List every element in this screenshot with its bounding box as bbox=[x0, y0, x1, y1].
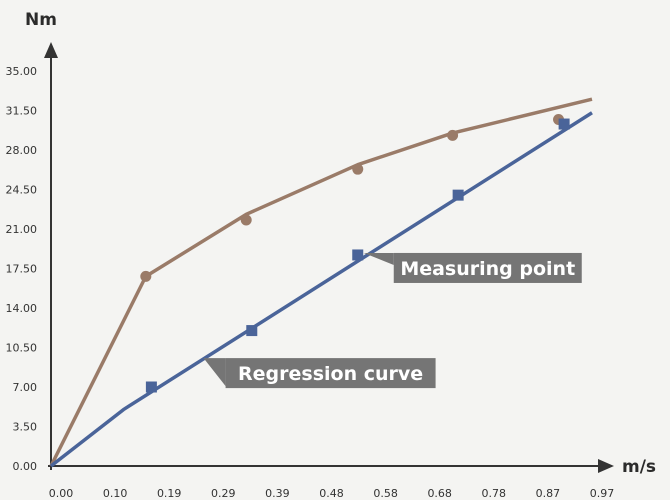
callout-box bbox=[393, 252, 582, 283]
regression-curve-label: Regression curve bbox=[238, 363, 423, 385]
x-tick-label: 0.78 bbox=[482, 487, 507, 500]
data-point bbox=[447, 129, 459, 141]
x-tick-label: 0.10 bbox=[103, 487, 128, 500]
data-point bbox=[558, 118, 570, 130]
y-tick-label: 21.00 bbox=[6, 223, 38, 236]
callout-box bbox=[225, 358, 436, 389]
x-tick-label: 0.68 bbox=[427, 487, 452, 500]
y-tick-label: 17.50 bbox=[6, 263, 38, 276]
callout-layer: Measuring point Regression curve bbox=[203, 252, 582, 389]
measuring-point-callout: Measuring point bbox=[363, 252, 582, 283]
data-point bbox=[140, 270, 152, 282]
x-tick-label: 0.58 bbox=[373, 487, 398, 500]
y-axis-label: Nm bbox=[25, 10, 57, 30]
x-tick-label: 0.00 bbox=[49, 487, 74, 500]
series-line bbox=[49, 97, 593, 467]
y-tick-label: 24.50 bbox=[6, 184, 38, 197]
data-point bbox=[352, 163, 364, 175]
y-tick-label: 31.50 bbox=[6, 105, 38, 118]
y-tick-label: 7.00 bbox=[13, 381, 38, 394]
callout-pointer bbox=[203, 358, 226, 387]
y-tick-label: 10.50 bbox=[6, 342, 38, 355]
data-point bbox=[352, 249, 364, 261]
callout-pointer bbox=[363, 252, 394, 265]
x-tick-label: 0.39 bbox=[265, 487, 290, 500]
data-point bbox=[240, 214, 252, 226]
y-tick-labels: 0.00 3.50 7.00 10.50 14.00 17.50 21.00 24.50 28.… bbox=[6, 65, 38, 473]
measuring-point-label: Measuring point bbox=[400, 258, 575, 280]
data-point bbox=[452, 189, 464, 201]
series-line bbox=[49, 111, 593, 468]
x-tick-label: 0.48 bbox=[319, 487, 344, 500]
data-point bbox=[145, 381, 157, 393]
y-tick-label: 14.00 bbox=[6, 302, 38, 315]
y-axis-arrow-icon bbox=[44, 42, 58, 58]
y-axis: Nm bbox=[25, 10, 58, 470]
x-axis-label: m/s bbox=[622, 457, 656, 477]
x-tick-label: 0.87 bbox=[536, 487, 561, 500]
x-axis: m/s bbox=[48, 457, 656, 477]
y-tick-label: 0.00 bbox=[13, 460, 38, 473]
y-tick-label: 35.00 bbox=[6, 65, 38, 78]
x-tick-label: 0.97 bbox=[590, 487, 615, 500]
x-tick-label: 0.19 bbox=[157, 487, 182, 500]
x-tick-label: 0.29 bbox=[211, 487, 236, 500]
y-tick-label: 3.50 bbox=[13, 421, 38, 434]
data-point bbox=[246, 325, 258, 337]
regression-curve-callout: Regression curve bbox=[203, 358, 436, 389]
series-1 bbox=[49, 111, 593, 468]
x-axis-arrow-icon bbox=[598, 459, 614, 473]
series-layer bbox=[49, 97, 593, 468]
x-tick-labels: 0.00 0.10 0.19 0.29 0.39 0.48 0.58 0.68 0.78 0.87… bbox=[49, 487, 615, 500]
y-tick-label: 28.00 bbox=[6, 144, 38, 157]
